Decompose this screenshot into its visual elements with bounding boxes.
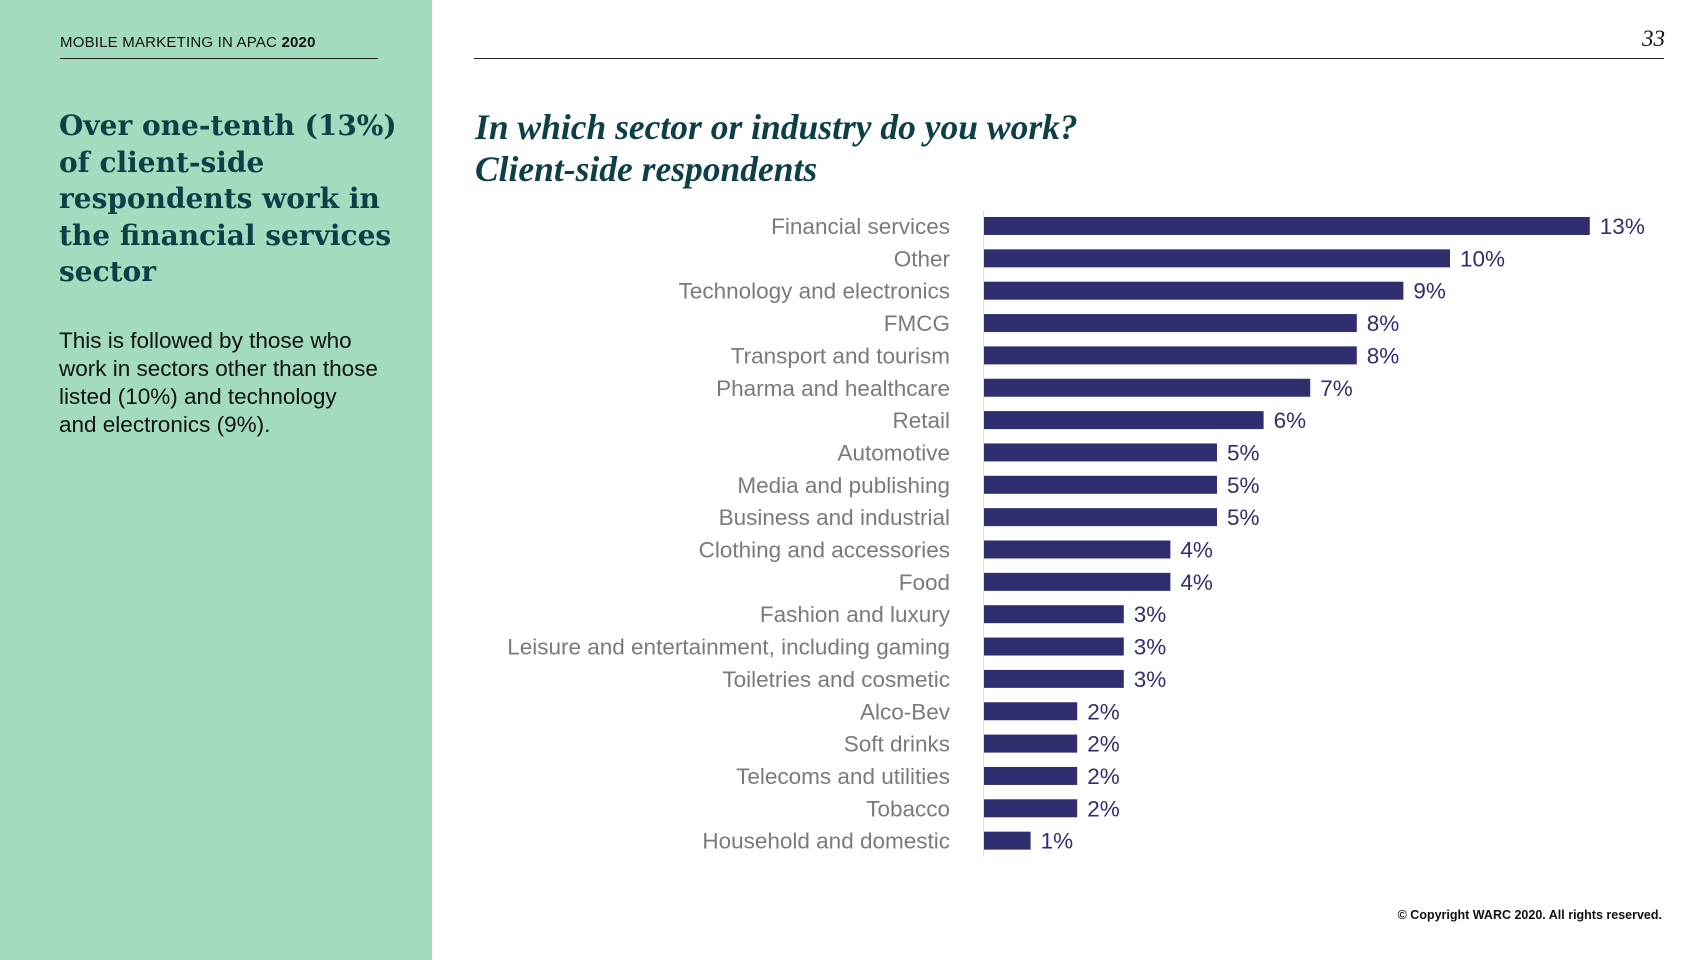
chart-title-line-2: Client-side respondents bbox=[475, 149, 818, 189]
value-label: 8% bbox=[1367, 343, 1400, 368]
category-label: Other bbox=[894, 246, 951, 271]
category-label: FMCG bbox=[884, 311, 950, 336]
category-label: Fashion and luxury bbox=[760, 602, 951, 627]
category-label: Soft drinks bbox=[844, 732, 950, 757]
category-label: Tobacco bbox=[866, 796, 950, 821]
chart-title-line-1: In which sector or industry do you work? bbox=[475, 107, 1078, 147]
bar bbox=[984, 637, 1124, 656]
category-label: Technology and electronics bbox=[679, 279, 950, 304]
value-label: 2% bbox=[1087, 764, 1120, 789]
bar bbox=[984, 475, 1217, 494]
bar bbox=[984, 702, 1078, 721]
value-label: 3% bbox=[1134, 635, 1167, 660]
bar bbox=[984, 669, 1124, 688]
value-label: 3% bbox=[1134, 602, 1167, 627]
bar bbox=[984, 411, 1264, 430]
category-label: Automotive bbox=[837, 440, 950, 465]
chart-title: In which sector or industry do you work?… bbox=[475, 106, 1078, 190]
category-label: Alco-Bev bbox=[860, 699, 951, 724]
value-label: 5% bbox=[1227, 505, 1260, 530]
category-label: Household and domestic bbox=[702, 829, 950, 854]
bar bbox=[984, 831, 1031, 850]
sidebar-panel: MOBILE MARKETING IN APAC 2020 Over one-t… bbox=[0, 0, 432, 960]
bar bbox=[984, 346, 1357, 365]
category-label: Telecoms and utilities bbox=[736, 764, 950, 789]
page-number: 33 bbox=[1642, 26, 1665, 51]
value-label: 5% bbox=[1227, 473, 1260, 498]
value-label: 8% bbox=[1367, 311, 1400, 336]
bar bbox=[984, 281, 1404, 300]
category-label: Toiletries and cosmetic bbox=[722, 667, 950, 692]
bar bbox=[984, 217, 1590, 235]
category-label: Media and publishing bbox=[737, 473, 950, 498]
value-label: 5% bbox=[1227, 440, 1260, 465]
header-rule bbox=[474, 58, 1664, 59]
bar bbox=[984, 378, 1311, 397]
bar bbox=[984, 314, 1357, 333]
sidebar-body-text: This is followed by those who work in se… bbox=[59, 328, 378, 437]
bar bbox=[984, 605, 1124, 624]
category-label: Pharma and healthcare bbox=[716, 376, 950, 401]
bar bbox=[984, 799, 1078, 818]
value-label: 3% bbox=[1134, 667, 1167, 692]
bar bbox=[984, 249, 1450, 268]
value-label: 13% bbox=[1600, 214, 1645, 239]
category-label: Food bbox=[899, 570, 950, 595]
category-label: Transport and tourism bbox=[731, 343, 950, 368]
bar bbox=[984, 766, 1078, 785]
bar bbox=[984, 572, 1171, 591]
category-label: Business and industrial bbox=[719, 505, 950, 530]
value-label: 1% bbox=[1041, 829, 1074, 854]
report-title: MOBILE MARKETING IN APAC bbox=[60, 34, 278, 51]
value-label: 4% bbox=[1180, 538, 1213, 563]
report-year: 2020 bbox=[281, 34, 316, 51]
value-label: 2% bbox=[1087, 699, 1120, 724]
bar bbox=[984, 508, 1217, 527]
report-header: MOBILE MARKETING IN APAC 2020 bbox=[60, 34, 378, 59]
category-label: Leisure and entertainment, including gam… bbox=[507, 635, 950, 660]
value-label: 9% bbox=[1413, 279, 1446, 304]
category-label: Clothing and accessories bbox=[699, 538, 950, 563]
value-label: 2% bbox=[1087, 732, 1120, 757]
category-label: Retail bbox=[892, 408, 950, 433]
value-label: 10% bbox=[1460, 246, 1505, 271]
copyright-notice: © Copyright WARC 2020. All rights reserv… bbox=[1397, 908, 1662, 922]
value-label: 7% bbox=[1320, 376, 1353, 401]
value-label: 6% bbox=[1274, 408, 1307, 433]
value-label: 2% bbox=[1087, 796, 1120, 821]
sidebar-headline: Over one-tenth (13%) of client-side resp… bbox=[59, 109, 397, 288]
value-label: 4% bbox=[1180, 570, 1213, 595]
bar bbox=[984, 734, 1078, 753]
bar bbox=[984, 540, 1171, 559]
bar bbox=[984, 443, 1217, 462]
category-label: Financial services bbox=[771, 214, 950, 239]
